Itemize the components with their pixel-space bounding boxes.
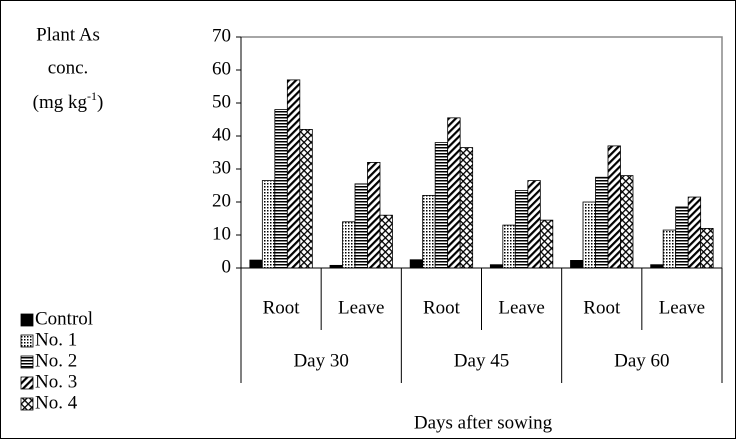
y-tick-label: 10 (212, 223, 231, 244)
y-tick-label: 20 (212, 190, 231, 211)
bar (675, 206, 689, 269)
legend-label: No. 1 (35, 329, 77, 350)
bar (299, 128, 313, 269)
bar (286, 79, 301, 269)
bar (367, 161, 381, 269)
y-label: conc. (48, 57, 89, 78)
bar (570, 260, 584, 269)
y-tick-label: 0 (222, 256, 232, 277)
x-label: Days after sowing (414, 412, 553, 433)
legend-swatch (20, 334, 34, 348)
group-label: Day 45 (454, 350, 509, 371)
bar (459, 147, 474, 269)
legend-label: No. 4 (35, 392, 78, 413)
bar (261, 180, 276, 269)
bar (422, 194, 436, 269)
bar (434, 142, 449, 269)
y-tick-label: 40 (212, 124, 231, 145)
bar (527, 180, 541, 269)
bar (342, 221, 356, 269)
group-label: Day 30 (293, 350, 348, 371)
bar (662, 229, 677, 269)
x-tick-label: Leave (659, 297, 705, 318)
bar (700, 227, 714, 269)
x-tick-label: Leave (498, 297, 544, 318)
x-tick-label: Leave (338, 297, 384, 318)
bar (687, 196, 702, 269)
y-tick-label: 60 (212, 58, 231, 79)
legend-label: No. 3 (35, 371, 77, 392)
x-tick-label: Root (263, 297, 301, 318)
y-label: Plant As (36, 24, 100, 45)
bar (249, 259, 263, 269)
y-tick-label: 70 (212, 25, 231, 46)
bar (274, 109, 288, 269)
y-tick-label: 30 (212, 157, 231, 178)
bar (409, 259, 424, 269)
legend-label: No. 2 (35, 350, 77, 371)
legend-swatch (20, 313, 34, 327)
y-tick-label: 50 (212, 91, 231, 112)
bar (539, 219, 554, 269)
bar (582, 201, 596, 269)
bar (447, 117, 461, 269)
legend-swatch (20, 355, 34, 369)
group-label: Day 60 (614, 350, 669, 371)
y-label: (mg kg-1) (33, 89, 104, 114)
bar (379, 214, 393, 269)
legend-swatch (20, 376, 34, 390)
x-tick-label: Root (583, 297, 621, 318)
bar (607, 145, 621, 269)
bar (514, 190, 529, 269)
bar (620, 175, 634, 269)
legend-swatch (20, 397, 34, 411)
x-tick-label: Root (423, 297, 461, 318)
plot-border (241, 36, 723, 268)
bar (502, 224, 516, 269)
bar (354, 183, 368, 269)
bar (595, 176, 609, 269)
legend-label: Control (35, 308, 93, 329)
